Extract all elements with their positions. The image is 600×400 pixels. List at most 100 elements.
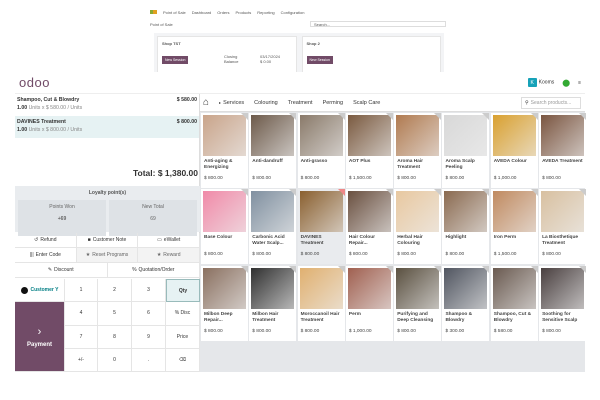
product-image — [541, 191, 585, 233]
category-perming[interactable]: Perming — [322, 99, 344, 106]
new-session-button[interactable]: New Session — [162, 56, 189, 64]
search-icon: ⚲ — [525, 99, 529, 106]
info-icon[interactable] — [289, 113, 297, 120]
product-card[interactable]: Herbal Hair Colouring $ 800.00 — [394, 189, 442, 265]
enter-code-button[interactable]: ||| Enter Code — [15, 248, 77, 262]
menu-icon[interactable]: ≡ — [578, 79, 581, 86]
info-icon[interactable] — [434, 113, 442, 120]
product-card[interactable]: AOT Plus $ 1,500.00 — [345, 113, 393, 188]
key-5[interactable]: 5 — [98, 302, 132, 326]
info-icon[interactable] — [482, 189, 490, 197]
key-3[interactable]: 3 — [132, 279, 166, 303]
product-card[interactable]: Highlight $ 800.00 — [442, 189, 490, 265]
discount-button[interactable]: ✎ Discount — [15, 263, 108, 277]
shop-card: Shop 2 New Session — [301, 36, 441, 78]
product-card[interactable]: Iron Perm $ 1,500.00 — [490, 189, 538, 265]
line-price: $ 800.00 — [176, 119, 197, 125]
info-icon[interactable] — [530, 265, 538, 273]
menu-dashboard[interactable]: Dashboard — [191, 9, 212, 15]
customer-button[interactable]: Customer Y — [15, 279, 65, 303]
product-card[interactable]: Milbon Hair Treatment $ 800.00 — [249, 265, 297, 341]
decimal-button[interactable]: . — [132, 348, 166, 372]
category-colouring[interactable]: Colouring — [254, 99, 278, 106]
key-2[interactable]: 2 — [98, 279, 132, 303]
product-card[interactable]: Shampoo & Blowdry $ 300.00 — [442, 265, 490, 341]
product-card[interactable]: Shampoo, Cut & Blowdry $ 580.00 — [490, 265, 538, 341]
product-card[interactable]: Purifying and Deep Cleansing $ 800.00 — [394, 265, 442, 341]
plus-minus-button[interactable]: +/- — [65, 348, 98, 372]
refund-button[interactable]: ↺ Refund — [15, 233, 77, 247]
product-search-input[interactable]: ⚲ Search products... — [521, 96, 581, 109]
backspace-button[interactable]: ⌫ — [166, 348, 200, 372]
info-icon[interactable] — [385, 113, 393, 120]
info-icon[interactable] — [241, 189, 248, 197]
info-icon[interactable] — [385, 189, 393, 197]
reward-button[interactable]: ★ Reward — [138, 248, 201, 262]
product-card[interactable]: Aroma Hair Treatment $ 800.00 — [394, 113, 442, 188]
menu-orders[interactable]: Orders — [217, 9, 230, 15]
product-card[interactable]: Soothing for Sensitive Scalp $ 800.00 — [539, 265, 587, 341]
info-icon[interactable] — [482, 265, 490, 273]
info-icon[interactable] — [579, 265, 587, 273]
menu-reporting[interactable]: Reporting — [257, 9, 275, 15]
new-session-button[interactable]: New Session — [306, 56, 333, 64]
info-icon[interactable] — [482, 113, 490, 120]
product-card[interactable]: Anti-aging & Energizing $ 800.00 — [201, 113, 248, 188]
order-line[interactable]: Shampoo, Cut & Blowdry $ 580.00 1.00 Unit… — [15, 94, 199, 116]
user-menu[interactable]: K Kooms — [527, 78, 554, 87]
product-card[interactable]: Base Colour $ 800.00 — [201, 189, 248, 265]
info-icon[interactable] — [530, 113, 538, 120]
product-card[interactable]: Anti-dandruff $ 800.00 — [249, 113, 297, 188]
key-8[interactable]: 8 — [98, 325, 132, 349]
quotation-order-button[interactable]: % Quotation/Order — [108, 263, 200, 277]
product-card[interactable]: Anti-grasso $ 800.00 — [297, 113, 345, 188]
menu-configuration[interactable]: Configuration — [280, 9, 305, 15]
info-icon[interactable] — [434, 189, 442, 197]
info-icon[interactable] — [385, 265, 393, 273]
product-card[interactable]: DAVINES Treatment $ 800.00 — [297, 189, 345, 265]
key-9[interactable]: 9 — [132, 325, 166, 349]
info-icon[interactable] — [241, 113, 248, 120]
info-icon[interactable] — [337, 113, 345, 120]
category-scalp-care[interactable]: Scalp Care — [353, 99, 381, 106]
info-icon[interactable] — [530, 189, 538, 197]
product-card[interactable]: AVEDA Colour $ 1,000.00 — [490, 113, 538, 188]
product-image — [541, 115, 585, 156]
key-1[interactable]: 1 — [65, 279, 98, 303]
product-card[interactable]: Carbonic Acid Water Scalp... $ 800.00 — [249, 189, 297, 265]
product-card[interactable]: Moroccanoil Hair Treatment $ 800.00 — [297, 265, 345, 341]
info-icon[interactable] — [434, 265, 442, 273]
info-icon[interactable] — [289, 265, 297, 273]
order-line[interactable]: DAVINES Treatment $ 800.00 1.00 Units x $… — [15, 116, 199, 138]
key-7[interactable]: 7 — [65, 325, 98, 349]
product-card[interactable]: Milbon Deep Repair... $ 800.00 — [201, 265, 248, 341]
app-icon — [150, 10, 157, 14]
discount-mode-button[interactable]: % Disc — [166, 302, 200, 326]
product-card[interactable]: Perm $ 1,000.00 — [345, 265, 393, 341]
product-card[interactable]: Hair Colour Repair... $ 800.00 — [345, 189, 393, 265]
ewallet-button[interactable]: ▭ eWallet — [138, 233, 201, 247]
price-button[interactable]: Price — [166, 325, 200, 349]
home-icon[interactable]: ⌂ — [203, 97, 210, 108]
menu-products[interactable]: Products — [235, 9, 252, 15]
key-0[interactable]: 0 — [98, 348, 132, 372]
key-4[interactable]: 4 — [65, 302, 98, 326]
product-card[interactable]: La Biosthetique Treatment $ 800.00 — [539, 189, 587, 265]
payment-button[interactable]: › Payment — [15, 302, 65, 372]
info-icon[interactable] — [337, 265, 345, 273]
loyalty-section: Loyalty point(s) Points Won +69 New Total… — [15, 186, 200, 236]
qty-button[interactable]: Qty — [166, 279, 200, 303]
info-icon[interactable] — [337, 189, 345, 197]
backend-search-input[interactable]: Search... — [310, 21, 446, 27]
category-services[interactable]: Services — [223, 99, 245, 106]
category-treatment[interactable]: Treatment — [287, 99, 313, 106]
info-icon[interactable] — [241, 265, 248, 273]
customer-note-button[interactable]: ■ Customer Note — [77, 233, 139, 247]
info-icon[interactable] — [579, 189, 587, 197]
info-icon[interactable] — [579, 113, 587, 120]
product-card[interactable]: Aroma Scalp Peeling $ 800.00 — [442, 113, 490, 188]
key-6[interactable]: 6 — [132, 302, 166, 326]
product-card[interactable]: AVEDA Treatment $ 800.00 — [539, 113, 587, 188]
info-icon[interactable] — [289, 189, 297, 197]
reset-programs-button[interactable]: ★ Reset Programs — [76, 248, 139, 262]
